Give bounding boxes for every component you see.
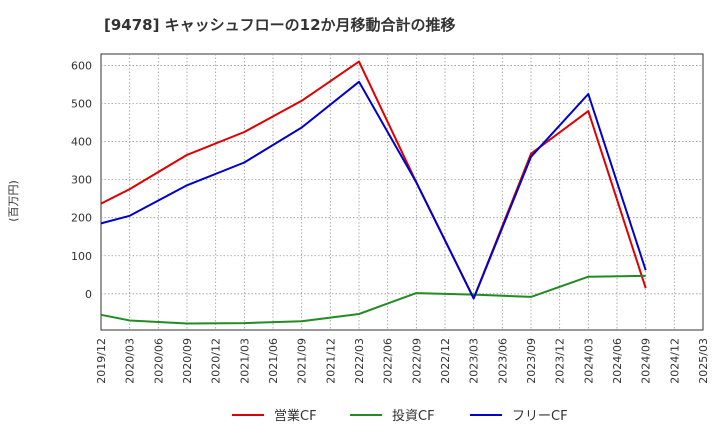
x-tick-label: 2022/03 <box>353 338 366 384</box>
series-line <box>100 80 647 300</box>
y-tick-label: 0 <box>85 288 92 301</box>
x-tick-label: 2023/12 <box>554 338 567 384</box>
gridlines <box>101 54 703 330</box>
legend-label: 営業CF <box>274 408 317 424</box>
y-tick-label: 500 <box>71 97 92 110</box>
y-tick-label: 100 <box>71 250 92 263</box>
x-tick-label: 2024/03 <box>582 338 595 384</box>
y-axis-ticks: 0 100 200 300 400 500 600 <box>71 59 92 300</box>
x-tick-label: 2020/12 <box>210 338 223 384</box>
y-tick-label: 300 <box>71 174 92 187</box>
x-tick-label: 2020/09 <box>181 338 194 384</box>
legend-label: 投資CF <box>392 408 435 424</box>
series-line <box>100 274 646 325</box>
x-tick-label: 2024/12 <box>668 338 681 384</box>
chart-title: [9478] キャッシュフローの12か月移動合計の推移 <box>104 16 456 34</box>
series-lines <box>100 60 647 325</box>
x-tick-label: 2022/12 <box>439 338 452 384</box>
y-axis-label: (百万円) <box>7 180 20 222</box>
plot-area <box>100 53 704 331</box>
x-tick-label: 2024/06 <box>611 338 624 384</box>
x-tick-label: 2020/03 <box>124 338 137 384</box>
x-tick-label: 2021/06 <box>267 338 280 384</box>
x-tick-label: 2022/06 <box>382 338 395 384</box>
x-tick-label: 2021/09 <box>296 338 309 384</box>
y-tick-label: 200 <box>71 212 92 225</box>
x-tick-label: 2024/09 <box>640 338 653 384</box>
legend-label: フリーCF <box>512 409 568 424</box>
x-tick-label: 2021/12 <box>324 338 337 384</box>
x-tick-label: 2020/06 <box>152 338 165 384</box>
x-tick-label: 2025/03 <box>697 338 710 384</box>
x-tick-label: 2023/09 <box>525 338 538 384</box>
x-tick-label: 2021/03 <box>238 338 251 384</box>
x-tick-label: 2023/03 <box>468 338 481 384</box>
x-axis-ticks: 2019/12 2020/03 2020/06 2020/09 2020/12 2021/… <box>95 338 710 384</box>
y-tick-label: 600 <box>71 59 92 72</box>
x-tick-label: 2023/06 <box>496 338 509 384</box>
x-tick-label: 2022/09 <box>410 338 423 384</box>
legend: 営業CF 投資CF フリーCF <box>232 408 568 424</box>
y-tick-label: 400 <box>71 136 92 149</box>
series-line <box>100 60 647 300</box>
x-tick-label: 2019/12 <box>95 338 108 384</box>
